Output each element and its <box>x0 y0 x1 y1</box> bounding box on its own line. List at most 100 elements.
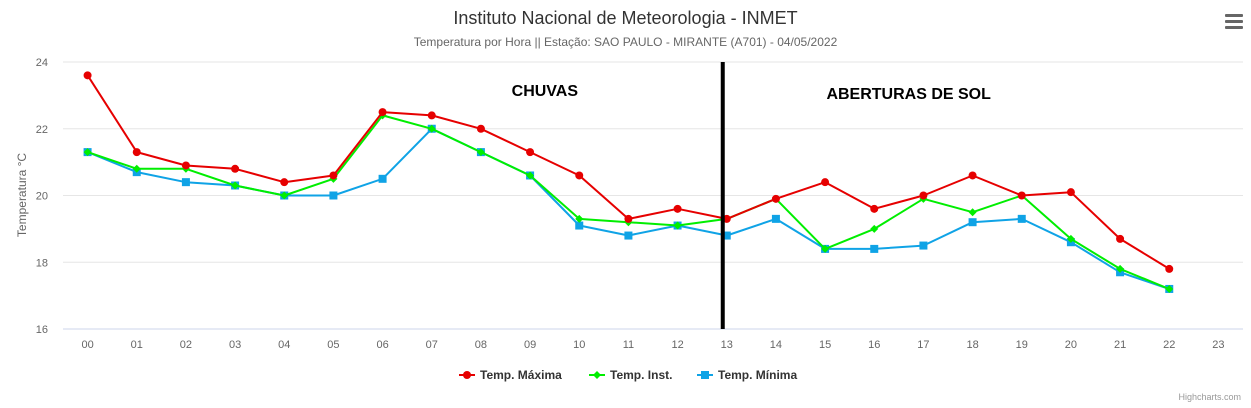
x-tick-label: 11 <box>623 339 634 351</box>
x-tick-label: 16 <box>868 339 880 351</box>
y-axis-label: Temperatura °C <box>15 153 29 237</box>
data-point <box>919 191 928 200</box>
x-tick-label: 23 <box>1212 339 1224 351</box>
x-tick-label: 14 <box>770 339 782 351</box>
data-point <box>575 221 584 230</box>
x-tick-label: 06 <box>376 339 388 351</box>
legend-label: Temp. Mínima <box>718 368 797 382</box>
data-point <box>83 148 92 157</box>
data-point <box>1165 264 1174 273</box>
x-tick-label: 08 <box>475 339 487 351</box>
y-tick-label: 20 <box>36 191 48 203</box>
data-point <box>280 191 289 200</box>
data-point <box>1066 188 1075 197</box>
series-square <box>83 124 1174 293</box>
data-point <box>132 148 141 157</box>
data-point <box>968 208 977 217</box>
data-point <box>575 214 584 223</box>
data-point <box>231 181 240 190</box>
series-line <box>87 127 1170 290</box>
data-point <box>624 231 633 240</box>
x-tick-label: 17 <box>917 339 929 351</box>
x-tick-label: 01 <box>131 339 143 351</box>
data-point <box>526 171 535 180</box>
series-line <box>87 114 1170 290</box>
legend-label: Temp. Máxima <box>480 368 562 382</box>
x-tick-label: 22 <box>1163 339 1175 351</box>
data-point <box>231 164 240 173</box>
menu-bar <box>1225 20 1243 23</box>
series-layer <box>83 71 1174 293</box>
data-point <box>1017 191 1026 200</box>
data-point <box>132 164 141 173</box>
data-point <box>673 221 682 230</box>
x-tick-label: 03 <box>229 339 241 351</box>
data-point <box>624 214 633 223</box>
x-tick-label: 19 <box>1016 339 1028 351</box>
credits-link[interactable]: Highcharts.com <box>1178 392 1241 402</box>
data-point <box>919 241 928 250</box>
data-point <box>722 231 731 240</box>
data-point <box>870 204 879 213</box>
data-point <box>463 371 471 379</box>
data-point <box>771 194 780 203</box>
annotation-aberturas-de-sol: ABERTURAS DE SOL <box>826 86 991 103</box>
data-point <box>83 71 92 80</box>
data-point <box>701 371 709 379</box>
x-tick-label: 07 <box>426 339 438 351</box>
y-tick-label: 18 <box>36 257 48 269</box>
legend-label: Temp. Inst. <box>610 368 672 382</box>
data-point <box>181 178 190 187</box>
legend-item[interactable]: Temp. Inst. <box>589 368 672 382</box>
legend: Temp. Máxima Temp. Inst. Temp. Mínima <box>459 368 797 382</box>
data-point <box>771 214 780 223</box>
data-point <box>821 178 830 187</box>
data-point <box>673 204 682 213</box>
series-line <box>86 74 1170 270</box>
legend-item[interactable]: Temp. Máxima <box>459 368 562 382</box>
hamburger-menu-icon[interactable] <box>1225 14 1243 30</box>
chart-subtitle: Temperatura por Hora || Estação: SAO PAU… <box>413 35 838 49</box>
legend-item[interactable]: Temp. Mínima <box>697 368 797 382</box>
data-point <box>870 244 879 253</box>
menu-bar <box>1225 26 1243 29</box>
data-point <box>821 244 830 253</box>
x-tick-label: 05 <box>327 339 339 351</box>
x-tick-label: 12 <box>671 339 683 351</box>
data-point <box>329 171 338 180</box>
series-diamond <box>83 111 1174 293</box>
data-point <box>378 108 387 117</box>
series-circle <box>83 71 1174 273</box>
data-point <box>593 371 601 379</box>
y-tick-label: 22 <box>36 124 48 136</box>
axes: 16 18 20 22 24 00 01 02 03 04 05 06 07 08 09 10 11 12 13 14… <box>36 57 1225 351</box>
data-point <box>575 171 584 180</box>
x-tick-label: 09 <box>524 339 536 351</box>
x-tick-label: 13 <box>721 339 733 351</box>
x-tick-label: 10 <box>573 339 585 351</box>
data-point <box>427 111 436 120</box>
data-point <box>1116 264 1125 273</box>
data-point <box>1066 234 1075 243</box>
x-tick-label: 02 <box>180 339 192 351</box>
chart-title: Instituto Nacional de Meteorologia - INM… <box>453 8 798 28</box>
data-point <box>1116 234 1125 243</box>
data-point <box>526 148 535 157</box>
data-point <box>476 124 485 133</box>
menu-bar <box>1225 14 1243 17</box>
x-tick-label: 04 <box>278 339 290 351</box>
data-point <box>968 171 977 180</box>
x-tick-label: 15 <box>819 339 831 351</box>
y-tick-label: 16 <box>36 324 48 336</box>
data-point <box>968 218 977 227</box>
data-point <box>329 191 338 200</box>
data-point <box>427 124 436 133</box>
data-point <box>476 148 485 157</box>
x-tick-label: 21 <box>1114 339 1126 351</box>
data-point <box>870 224 879 233</box>
x-tick-label: 18 <box>966 339 978 351</box>
y-tick-label: 24 <box>36 57 48 69</box>
data-point <box>1165 284 1174 293</box>
